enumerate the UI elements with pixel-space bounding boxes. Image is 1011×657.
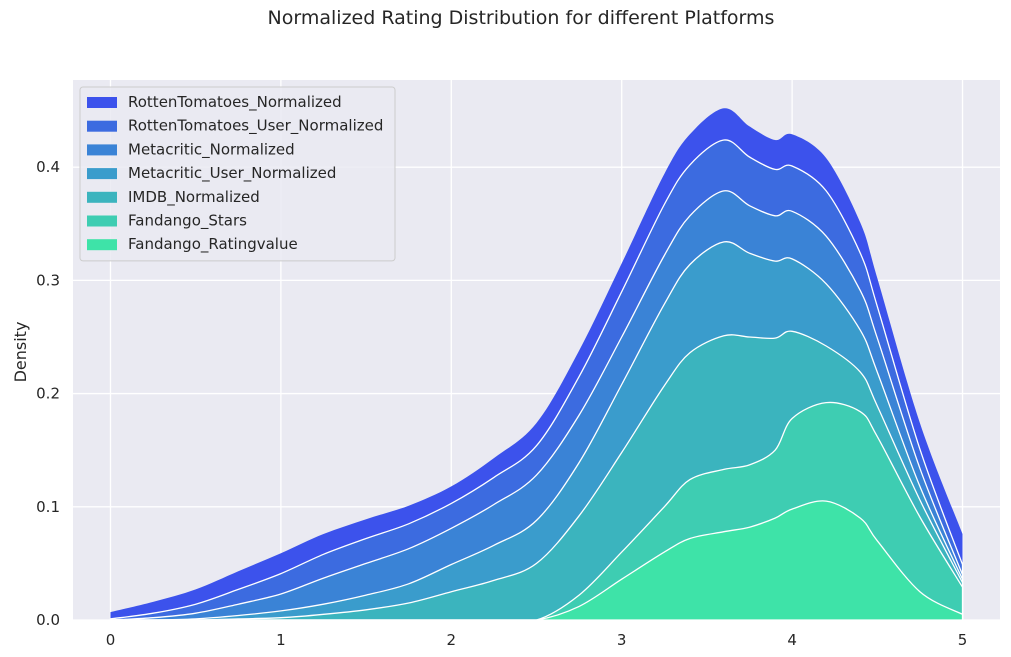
stacked-areas: [109, 108, 964, 623]
legend-swatch-metacritic-normalized: [87, 144, 117, 156]
y-tick-label-1: 0.1: [36, 498, 60, 516]
x-tick-label-2: 2: [447, 631, 457, 649]
y-tick-label-4: 0.4: [36, 158, 60, 176]
x-tick-labels: 0 1 2 3 4 5: [106, 631, 968, 649]
y-tick-label-0: 0.0: [36, 611, 60, 629]
legend-label-metacritic-normalized: Metacritic_Normalized: [128, 140, 295, 159]
chart-title: Normalized Rating Distribution for diffe…: [268, 7, 775, 29]
legend-swatch-imdb-normalized: [87, 191, 117, 203]
legend: RottenTomatoes_Normalized RottenTomatoes_…: [79, 86, 396, 262]
legend-swatch-rottentomatoes-normalized: [87, 97, 117, 108]
x-tick-label-1: 1: [276, 631, 286, 649]
legend-label-fandango-stars: Fandango_Stars: [128, 212, 247, 231]
legend-swatch-fandango-stars: [87, 215, 117, 227]
legend-label-imdb-normalized: IMDB_Normalized: [128, 188, 260, 207]
legend-swatch-fandango-ratingvalue: [87, 239, 117, 251]
legend-label-metacritic-user-normalized: Metacritic_User_Normalized: [128, 164, 336, 183]
x-tick-label-0: 0: [106, 631, 116, 649]
x-tick-label-3: 3: [617, 631, 627, 649]
legend-box: [79, 86, 396, 262]
y-tick-label-2: 0.2: [36, 385, 60, 403]
y-axis-label: Density: [11, 322, 30, 383]
y-tick-label-3: 0.3: [36, 271, 60, 289]
legend-swatch-metacritic-user-normalized: [87, 168, 117, 180]
x-tick-label-4: 4: [787, 631, 797, 649]
y-tick-labels: 0.0 0.1 0.2 0.3 0.4: [36, 158, 60, 629]
x-tick-label-5: 5: [958, 631, 968, 649]
legend-swatch-rottentomatoes-user-normalized: [87, 120, 117, 132]
legend-label-rottentomatoes-normalized: RottenTomatoes_Normalized: [128, 93, 342, 112]
legend-label-rottentomatoes-user-normalized: RottenTomatoes_User_Normalized: [128, 117, 383, 136]
area-fandango-ratingvalue: [110, 500, 964, 622]
legend-label-fandango-ratingvalue: Fandango_Ratingvalue: [128, 235, 298, 254]
